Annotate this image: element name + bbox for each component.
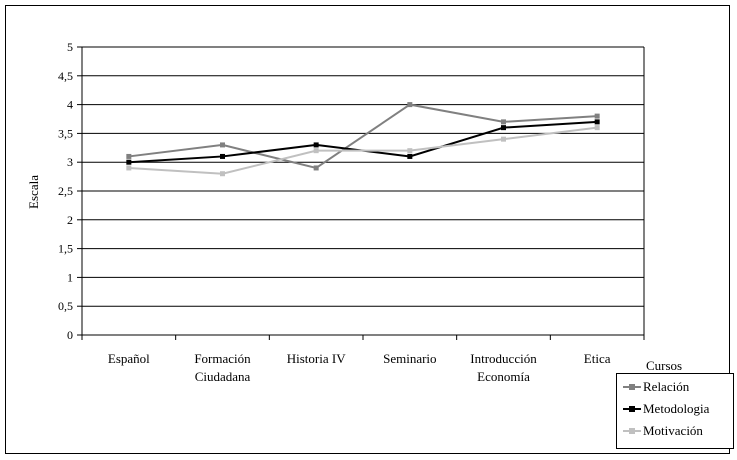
y-tick-label: 3	[67, 155, 73, 169]
y-axis-label: Escala	[26, 175, 41, 209]
data-point	[313, 165, 319, 171]
y-tick-label: 2,5	[58, 184, 73, 198]
x-tick-label: Historia IV	[287, 351, 346, 366]
data-point	[220, 171, 225, 177]
x-tick-label: Etica	[584, 351, 611, 366]
legend-swatch	[623, 384, 641, 390]
chart-frame	[5, 5, 730, 454]
legend-item: Metodologia	[623, 400, 709, 418]
y-tick-label: 0	[67, 328, 73, 342]
x-tick-label: Introducción Economía	[470, 351, 537, 384]
y-tick-label: 4,5	[58, 69, 73, 83]
axes	[77, 46, 645, 340]
legend: Relación Metodologia Motivación	[616, 373, 734, 449]
y-tick-label: 2	[67, 213, 73, 227]
data-point	[313, 148, 319, 154]
y-tick-labels: 0 0,5 1 1,5 2 2,5 3 3,5 4 4,5 5	[58, 40, 73, 342]
data-point	[407, 148, 413, 154]
data-point	[220, 153, 225, 159]
legend-label: Motivación	[643, 423, 703, 438]
legend-item: Relación	[623, 378, 689, 396]
data-point	[220, 142, 225, 148]
data-point	[126, 153, 132, 159]
x-tick-label: Español	[108, 351, 150, 366]
y-tick-label: 4	[67, 98, 73, 112]
x-tick-labels: Español Formación Ciudadana Historia IV Semi…	[108, 351, 611, 384]
series-line-1	[128, 120, 598, 164]
legend-label: Relación	[643, 379, 690, 394]
data-point	[313, 142, 319, 148]
series-lines	[126, 102, 600, 177]
legend-label: Metodologia	[643, 401, 710, 416]
data-point	[126, 159, 132, 165]
data-point	[501, 125, 506, 131]
data-point	[594, 119, 600, 125]
data-point	[407, 153, 413, 159]
data-point	[501, 119, 506, 125]
legend-item: Motivación	[623, 422, 703, 440]
data-point	[594, 125, 600, 131]
legend-swatch	[623, 406, 641, 412]
x-tick-label: Seminario	[383, 351, 436, 366]
data-point	[407, 102, 413, 108]
grid-lines	[82, 46, 644, 336]
legend-swatch	[623, 428, 641, 434]
y-tick-label: 5	[67, 40, 73, 54]
y-tick-label: 1	[67, 270, 73, 284]
series-line-2	[128, 126, 598, 175]
series-line-0	[128, 103, 598, 170]
y-tick-label: 3,5	[58, 126, 73, 140]
x-tick-label: Formación Ciudadana	[194, 351, 251, 384]
y-tick-label: 1,5	[58, 242, 73, 256]
data-point	[594, 113, 600, 119]
legend-title: Cursos	[646, 358, 683, 373]
y-tick-label: 0,5	[58, 299, 73, 313]
data-point	[126, 165, 132, 171]
data-point	[501, 136, 506, 142]
